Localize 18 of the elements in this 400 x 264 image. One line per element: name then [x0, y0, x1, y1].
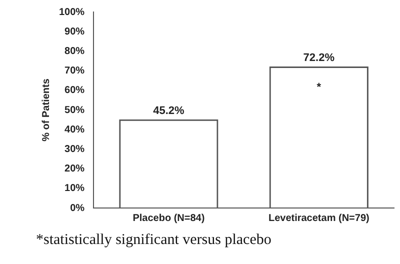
y-tick-label: 100% — [59, 6, 85, 18]
y-tick-label: 0% — [70, 202, 85, 214]
annotation: * — [316, 82, 322, 94]
data-label: 72.2% — [303, 52, 335, 64]
y-tick-label: 60% — [64, 85, 85, 96]
data-label: 45.2% — [153, 104, 184, 117]
y-tick-label: 30% — [64, 144, 85, 155]
y-tick-label: 40% — [64, 124, 85, 136]
y-tick-label: 70% — [64, 66, 85, 77]
y-axis-title: % of Patients — [40, 78, 52, 142]
x-tick-label: Levetiracetam (N=79) — [268, 212, 370, 224]
y-tick-label: 10% — [64, 183, 85, 194]
y-tick-label: 20% — [64, 164, 85, 175]
x-tick-label: Placebo (N=84) — [132, 212, 205, 224]
text: *statistically significant versus placebo — [36, 232, 272, 249]
y-tick-label: 50% — [64, 104, 85, 116]
y-tick-label: 90% — [64, 26, 85, 38]
y-tick-label: 80% — [64, 46, 85, 57]
